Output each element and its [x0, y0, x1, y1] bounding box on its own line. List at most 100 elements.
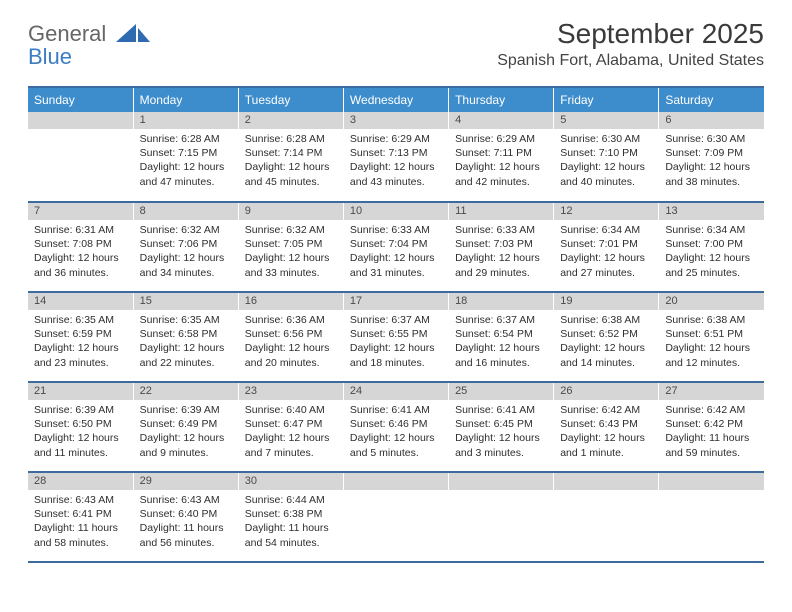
sunset-line: Sunset: 6:52 PM: [560, 327, 652, 341]
sunset-line: Sunset: 6:43 PM: [560, 417, 652, 431]
weekday-header: Monday: [133, 87, 238, 112]
calendar-cell: 24Sunrise: 6:41 AMSunset: 6:46 PMDayligh…: [343, 382, 448, 472]
day-details: Sunrise: 6:36 AMSunset: 6:56 PMDaylight:…: [239, 310, 343, 374]
daylight-line: Daylight: 11 hours and 59 minutes.: [665, 431, 758, 459]
daylight-line: Daylight: 12 hours and 12 minutes.: [665, 341, 758, 369]
calendar-cell-empty: [449, 472, 554, 562]
calendar-cell: 16Sunrise: 6:36 AMSunset: 6:56 PMDayligh…: [238, 292, 343, 382]
logo: General Blue: [28, 22, 106, 68]
daylight-line: Daylight: 12 hours and 20 minutes.: [245, 341, 337, 369]
day-number: 16: [239, 293, 343, 310]
sunset-line: Sunset: 6:49 PM: [140, 417, 232, 431]
daylight-line: Daylight: 12 hours and 40 minutes.: [560, 160, 652, 188]
daylight-line: Daylight: 12 hours and 23 minutes.: [34, 341, 127, 369]
day-details: Sunrise: 6:43 AMSunset: 6:40 PMDaylight:…: [134, 490, 238, 554]
daylight-line: Daylight: 12 hours and 22 minutes.: [140, 341, 232, 369]
day-details: Sunrise: 6:41 AMSunset: 6:46 PMDaylight:…: [344, 400, 448, 464]
sunrise-line: Sunrise: 6:29 AM: [455, 132, 547, 146]
day-number: 1: [134, 112, 238, 129]
day-number: 13: [659, 203, 764, 220]
calendar-cell: 17Sunrise: 6:37 AMSunset: 6:55 PMDayligh…: [343, 292, 448, 382]
calendar-cell-empty: [659, 472, 764, 562]
sunset-line: Sunset: 6:47 PM: [245, 417, 337, 431]
sunset-line: Sunset: 6:55 PM: [350, 327, 442, 341]
daylight-line: Daylight: 11 hours and 56 minutes.: [140, 521, 232, 549]
daylight-line: Daylight: 12 hours and 34 minutes.: [140, 251, 232, 279]
sunset-line: Sunset: 7:15 PM: [140, 146, 232, 160]
sunrise-line: Sunrise: 6:28 AM: [245, 132, 337, 146]
sunrise-line: Sunrise: 6:34 AM: [560, 223, 652, 237]
daylight-line: Daylight: 12 hours and 43 minutes.: [350, 160, 442, 188]
sunset-line: Sunset: 6:40 PM: [140, 507, 232, 521]
sunrise-line: Sunrise: 6:41 AM: [455, 403, 547, 417]
sunset-line: Sunset: 7:09 PM: [665, 146, 758, 160]
daylight-line: Daylight: 12 hours and 3 minutes.: [455, 431, 547, 459]
daylight-line: Daylight: 12 hours and 1 minute.: [560, 431, 652, 459]
title-block: September 2025 Spanish Fort, Alabama, Un…: [497, 18, 764, 70]
day-number: 15: [134, 293, 238, 310]
logo-line2: Blue: [28, 44, 72, 69]
day-number: 25: [449, 383, 553, 400]
calendar-cell-empty: [343, 472, 448, 562]
calendar-row: 28Sunrise: 6:43 AMSunset: 6:41 PMDayligh…: [28, 472, 764, 562]
logo-line1: General: [28, 21, 106, 46]
sunrise-line: Sunrise: 6:30 AM: [665, 132, 758, 146]
sunrise-line: Sunrise: 6:36 AM: [245, 313, 337, 327]
day-number: 3: [344, 112, 448, 129]
daylight-line: Daylight: 12 hours and 45 minutes.: [245, 160, 337, 188]
logo-sail-icon: [116, 24, 150, 46]
calendar-cell: 28Sunrise: 6:43 AMSunset: 6:41 PMDayligh…: [28, 472, 133, 562]
day-details: Sunrise: 6:37 AMSunset: 6:54 PMDaylight:…: [449, 310, 553, 374]
sunset-line: Sunset: 6:51 PM: [665, 327, 758, 341]
day-number: 9: [239, 203, 343, 220]
sunrise-line: Sunrise: 6:33 AM: [350, 223, 442, 237]
sunrise-line: Sunrise: 6:32 AM: [245, 223, 337, 237]
calendar-table: SundayMondayTuesdayWednesdayThursdayFrid…: [28, 86, 764, 563]
daylight-line: Daylight: 12 hours and 31 minutes.: [350, 251, 442, 279]
sunset-line: Sunset: 7:03 PM: [455, 237, 547, 251]
sunrise-line: Sunrise: 6:29 AM: [350, 132, 442, 146]
sunrise-line: Sunrise: 6:42 AM: [665, 403, 758, 417]
sunset-line: Sunset: 7:14 PM: [245, 146, 337, 160]
daylight-line: Daylight: 12 hours and 27 minutes.: [560, 251, 652, 279]
sunrise-line: Sunrise: 6:32 AM: [140, 223, 232, 237]
day-number: 7: [28, 203, 133, 220]
day-details: Sunrise: 6:40 AMSunset: 6:47 PMDaylight:…: [239, 400, 343, 464]
day-number: 12: [554, 203, 658, 220]
day-details: Sunrise: 6:42 AMSunset: 6:42 PMDaylight:…: [659, 400, 764, 464]
calendar-cell: 29Sunrise: 6:43 AMSunset: 6:40 PMDayligh…: [133, 472, 238, 562]
day-details: Sunrise: 6:30 AMSunset: 7:10 PMDaylight:…: [554, 129, 658, 193]
weekday-header: Friday: [554, 87, 659, 112]
daylight-line: Daylight: 12 hours and 33 minutes.: [245, 251, 337, 279]
daylight-line: Daylight: 12 hours and 29 minutes.: [455, 251, 547, 279]
sunset-line: Sunset: 6:59 PM: [34, 327, 127, 341]
sunset-line: Sunset: 7:08 PM: [34, 237, 127, 251]
day-details: Sunrise: 6:31 AMSunset: 7:08 PMDaylight:…: [28, 220, 133, 284]
calendar-cell: 4Sunrise: 6:29 AMSunset: 7:11 PMDaylight…: [449, 112, 554, 202]
sunrise-line: Sunrise: 6:38 AM: [665, 313, 758, 327]
calendar-cell: 1Sunrise: 6:28 AMSunset: 7:15 PMDaylight…: [133, 112, 238, 202]
day-number: 11: [449, 203, 553, 220]
sunset-line: Sunset: 6:46 PM: [350, 417, 442, 431]
day-number: 2: [239, 112, 343, 129]
day-details: Sunrise: 6:28 AMSunset: 7:14 PMDaylight:…: [239, 129, 343, 193]
weekday-header: Saturday: [659, 87, 764, 112]
day-details: Sunrise: 6:33 AMSunset: 7:03 PMDaylight:…: [449, 220, 553, 284]
sunrise-line: Sunrise: 6:37 AM: [350, 313, 442, 327]
weekday-header-row: SundayMondayTuesdayWednesdayThursdayFrid…: [28, 87, 764, 112]
day-number: 17: [344, 293, 448, 310]
day-number: 19: [554, 293, 658, 310]
calendar-cell: 10Sunrise: 6:33 AMSunset: 7:04 PMDayligh…: [343, 202, 448, 292]
calendar-cell: 14Sunrise: 6:35 AMSunset: 6:59 PMDayligh…: [28, 292, 133, 382]
sunrise-line: Sunrise: 6:42 AM: [560, 403, 652, 417]
sunrise-line: Sunrise: 6:41 AM: [350, 403, 442, 417]
day-details: Sunrise: 6:33 AMSunset: 7:04 PMDaylight:…: [344, 220, 448, 284]
daylight-line: Daylight: 12 hours and 7 minutes.: [245, 431, 337, 459]
sunset-line: Sunset: 7:00 PM: [665, 237, 758, 251]
calendar-row: 1Sunrise: 6:28 AMSunset: 7:15 PMDaylight…: [28, 112, 764, 202]
sunrise-line: Sunrise: 6:28 AM: [140, 132, 232, 146]
calendar-cell: 6Sunrise: 6:30 AMSunset: 7:09 PMDaylight…: [659, 112, 764, 202]
daylight-line: Daylight: 12 hours and 16 minutes.: [455, 341, 547, 369]
calendar-cell-empty: [28, 112, 133, 202]
sunset-line: Sunset: 7:13 PM: [350, 146, 442, 160]
